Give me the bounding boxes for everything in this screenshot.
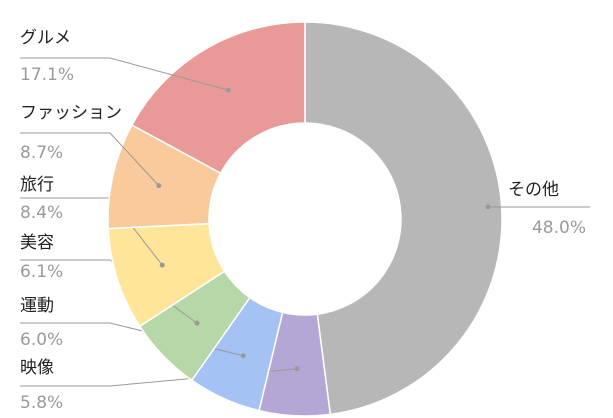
- leader-line: [20, 132, 160, 186]
- leader-dot: [294, 366, 300, 372]
- category-label: 旅行: [20, 175, 54, 195]
- leader-dot: [240, 353, 246, 359]
- value-label: 48.0%: [532, 218, 586, 238]
- value-label: 8.4%: [20, 203, 63, 223]
- leader-dot: [159, 262, 165, 268]
- leader-line: [20, 57, 229, 91]
- slice: [304, 21, 503, 416]
- leader-dot: [225, 87, 231, 93]
- category-label: ファッション: [20, 103, 122, 123]
- leader-dot: [194, 320, 200, 326]
- category-label: 映像: [20, 358, 54, 378]
- leader-dot: [485, 204, 491, 210]
- value-label: 6.1%: [20, 262, 63, 282]
- slice: [130, 21, 306, 175]
- value-label: 6.0%: [20, 330, 63, 350]
- value-label: 17.1%: [20, 65, 74, 85]
- category-label: 運動: [20, 296, 54, 316]
- value-label: 5.8%: [20, 393, 63, 413]
- category-label: グルメ: [20, 28, 71, 48]
- category-label: その他: [508, 180, 559, 200]
- leader-dot: [156, 183, 162, 189]
- value-label: 8.7%: [20, 143, 63, 163]
- category-label: 美容: [20, 233, 54, 253]
